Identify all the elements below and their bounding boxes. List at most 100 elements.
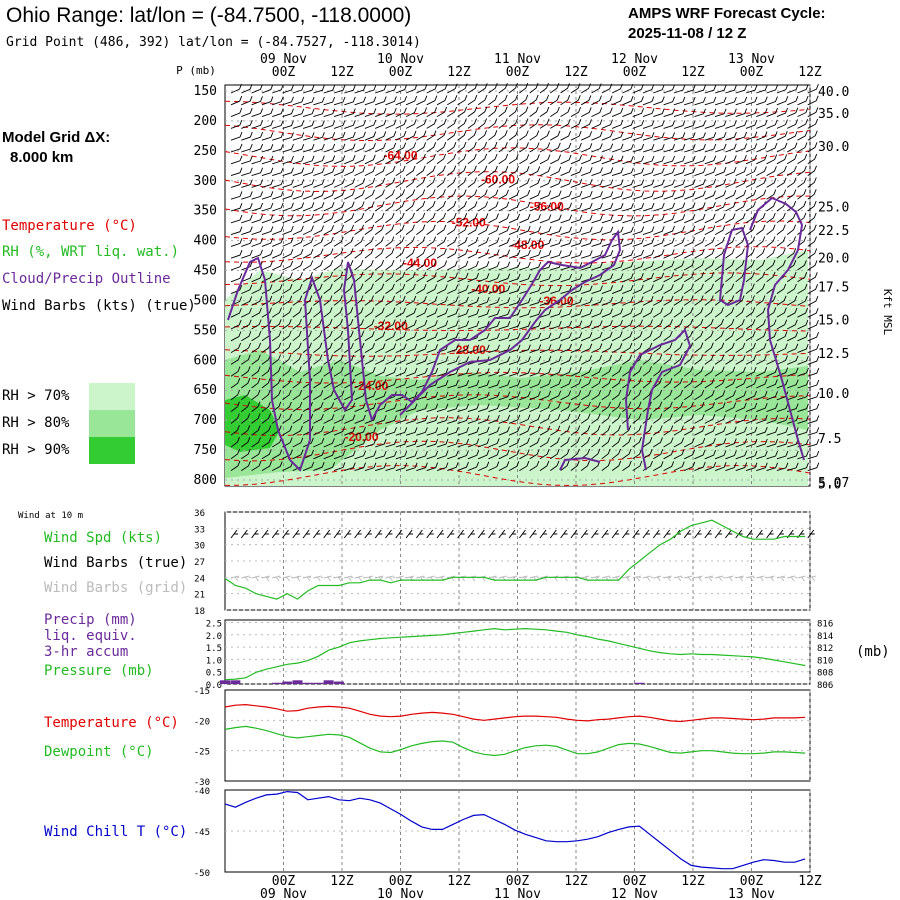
wind-barb <box>436 177 446 188</box>
wind-barb <box>591 179 603 188</box>
wind-barb <box>323 248 334 259</box>
wind-barb <box>529 297 542 306</box>
wind-barb <box>333 462 346 472</box>
wind-barb <box>302 190 315 200</box>
wind-barb <box>714 462 727 472</box>
wind-barb <box>251 272 263 283</box>
wind-barb <box>333 318 343 330</box>
temp-tick-label: -15 <box>194 687 210 697</box>
wind-barb <box>261 155 274 165</box>
wind-barb <box>797 177 807 188</box>
surface-wind-barb-grid <box>807 575 816 582</box>
wind-barb <box>251 155 264 165</box>
wind-barb <box>519 344 531 354</box>
wind-barb <box>344 354 355 365</box>
wind-barb <box>447 320 459 330</box>
wind-barb <box>436 462 449 472</box>
wind-barb <box>323 213 335 224</box>
wind-barb <box>539 344 552 354</box>
wind-barb <box>488 332 500 342</box>
wind-barb <box>498 189 509 200</box>
wind-barb <box>622 214 634 224</box>
wind-barb <box>251 366 261 377</box>
wind-barb <box>550 226 562 236</box>
wind-barb <box>498 213 510 224</box>
wind-barb <box>786 248 797 259</box>
wind-barb <box>302 225 314 236</box>
wind-barb <box>611 226 624 236</box>
wind-barb <box>354 402 366 413</box>
wind-barb <box>313 96 325 106</box>
bottom-time-label: 00Z <box>272 874 296 889</box>
wind-barb <box>261 261 273 271</box>
wind-barb <box>354 426 366 436</box>
wind-barb <box>611 389 622 401</box>
wind-barb <box>333 366 344 377</box>
wind-barb <box>529 190 541 200</box>
wind-barb <box>642 108 655 118</box>
surface-wind-barb-grid <box>756 575 765 582</box>
wind-barb <box>580 83 592 94</box>
wind-barb <box>323 414 335 424</box>
wind-barb <box>745 166 757 177</box>
wind-barb <box>601 308 613 318</box>
wind-barb <box>333 143 346 153</box>
wind-barb <box>375 450 387 460</box>
wind-barb <box>807 95 819 106</box>
wind-barb <box>611 119 624 129</box>
wind-barb <box>230 143 243 153</box>
wind-barb <box>272 167 284 177</box>
wind-barb <box>416 224 426 235</box>
wind-barb <box>756 96 768 106</box>
kft-tick-label: 5.0 <box>818 478 841 493</box>
wind-barb <box>457 272 469 283</box>
wind-barb <box>395 248 405 259</box>
wind-barb <box>807 391 820 401</box>
wind-barb <box>807 189 817 200</box>
wind-barb <box>735 330 746 342</box>
wind-barb <box>581 202 593 212</box>
wind-barb <box>560 83 570 94</box>
wind-barb <box>333 342 344 353</box>
wind-barb <box>519 142 529 153</box>
precip-tick-label: 2.5 <box>206 619 222 629</box>
surface-wind-barb-true <box>374 529 383 539</box>
pressure-tick-label: 150 <box>194 84 217 99</box>
wind-barb <box>488 94 498 106</box>
wind-barb <box>488 438 500 448</box>
wind-barb <box>323 108 336 118</box>
wind-barb <box>405 260 416 271</box>
wind-barb <box>405 379 418 389</box>
wind-barb <box>632 413 642 424</box>
wind-barb <box>766 107 778 118</box>
wind-barb <box>282 449 293 460</box>
surface-wind-barb-grid <box>704 575 713 582</box>
wind-barb <box>488 368 500 377</box>
wind-barb <box>354 414 366 424</box>
wind-barb <box>385 462 397 472</box>
wind-barb <box>580 95 592 106</box>
wind-barb <box>766 403 779 413</box>
wind-barb <box>725 178 737 188</box>
wind-barb <box>272 155 284 165</box>
wind-barb <box>354 236 364 247</box>
wind-barb <box>447 296 459 306</box>
wind-barb <box>766 189 777 200</box>
wind-barb <box>426 212 436 224</box>
wind-barb <box>611 250 624 259</box>
wind-barb <box>529 344 542 354</box>
wind-barb <box>756 343 767 353</box>
wind-barb <box>374 343 386 353</box>
wind-barb <box>436 83 448 94</box>
precip-tick-label: 2.0 <box>206 632 222 642</box>
wind-barb <box>632 389 642 401</box>
wind-barb <box>467 153 477 165</box>
wind-barb <box>272 144 284 153</box>
wind-barb <box>395 165 406 176</box>
wind-barb <box>292 413 303 424</box>
wind-barb <box>673 319 684 330</box>
wind-barb <box>395 295 406 306</box>
wind-barb <box>663 413 673 424</box>
wind-barb <box>642 331 653 342</box>
